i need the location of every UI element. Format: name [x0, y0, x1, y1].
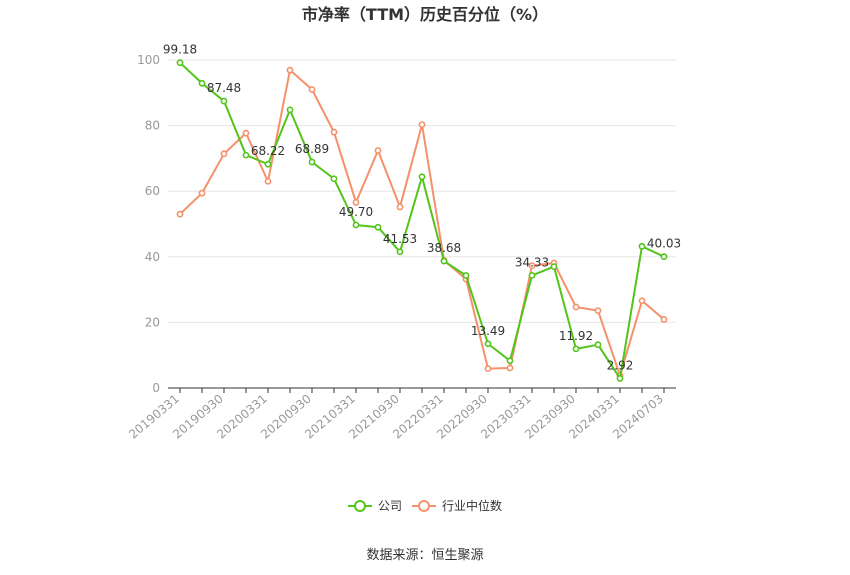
data-point	[198, 189, 206, 197]
data-point	[396, 203, 404, 211]
data-point	[374, 147, 382, 154]
data-point	[220, 97, 228, 105]
legend[interactable]: 公司 行业中位数	[348, 498, 502, 513]
data-point	[264, 160, 272, 168]
data-point	[176, 59, 184, 67]
x-axis: 2019033120190930202003312020093020210331…	[126, 387, 676, 442]
data-point	[286, 66, 294, 74]
data-point	[418, 173, 426, 181]
legend-label: 行业中位数	[442, 498, 502, 513]
data-point	[440, 257, 448, 265]
data-point	[660, 253, 668, 261]
data-labels: 99.18 87.48 68.22 68.89 49.70 41.53 38.68 13.49…	[163, 43, 681, 373]
grid-lines	[168, 59, 676, 323]
data-label: 68.22	[251, 144, 285, 158]
data-point	[352, 198, 360, 206]
data-point	[594, 341, 602, 349]
data-point	[660, 316, 668, 323]
legend-marker	[354, 500, 366, 512]
data-point	[484, 340, 492, 348]
data-label: 11.92	[559, 329, 593, 343]
data-point	[616, 375, 624, 382]
y-tick-label: 80	[145, 119, 160, 133]
data-label: 13.49	[471, 324, 505, 338]
y-tick-label: 40	[145, 250, 160, 264]
data-point	[176, 210, 184, 218]
data-point	[198, 79, 206, 87]
data-point	[242, 129, 250, 137]
data-point	[242, 151, 250, 159]
data-label: 41.53	[383, 232, 417, 246]
data-label: 99.18	[163, 43, 197, 57]
data-label: 40.03	[647, 237, 681, 251]
data-point	[572, 345, 580, 353]
data-point	[484, 365, 492, 373]
source-note: 数据来源：恒生聚源	[366, 548, 483, 563]
legend-marker	[418, 500, 430, 512]
data-point	[550, 263, 558, 271]
data-label: 2.92	[607, 358, 634, 372]
chart-title: 市净率（TTM）历史百分位（%）	[302, 5, 548, 24]
data-point	[418, 121, 426, 129]
data-point	[352, 221, 360, 229]
data-point	[638, 297, 646, 305]
data-point	[286, 106, 294, 114]
series-layer	[176, 59, 668, 382]
y-axis: 0 20 40 60 80 100	[137, 53, 160, 395]
data-point	[506, 364, 514, 372]
data-point	[330, 128, 338, 136]
data-point	[462, 272, 470, 279]
data-point	[506, 357, 514, 365]
legend-label: 公司	[378, 499, 402, 513]
data-point	[220, 150, 228, 158]
data-label: 38.68	[427, 241, 461, 255]
legend-item[interactable]: 公司	[348, 499, 402, 513]
data-label: 34.33	[515, 255, 549, 269]
data-point	[528, 262, 536, 270]
data-point	[264, 177, 272, 185]
y-tick-label: 60	[145, 184, 160, 198]
data-label: 68.89	[295, 142, 329, 156]
y-tick-label: 20	[145, 315, 160, 329]
data-point	[374, 223, 382, 231]
data-point	[330, 175, 338, 183]
data-point	[594, 307, 602, 314]
y-tick-label: 0	[152, 381, 160, 395]
data-label: 49.70	[339, 205, 373, 219]
data-point	[528, 271, 536, 279]
data-point	[396, 248, 404, 256]
data-point	[572, 303, 580, 311]
data-label: 87.48	[207, 81, 241, 95]
data-point	[638, 242, 646, 250]
y-tick-label: 100	[137, 53, 160, 67]
legend-item[interactable]: 行业中位数	[412, 498, 502, 513]
data-point	[308, 158, 316, 166]
data-point	[308, 86, 316, 93]
